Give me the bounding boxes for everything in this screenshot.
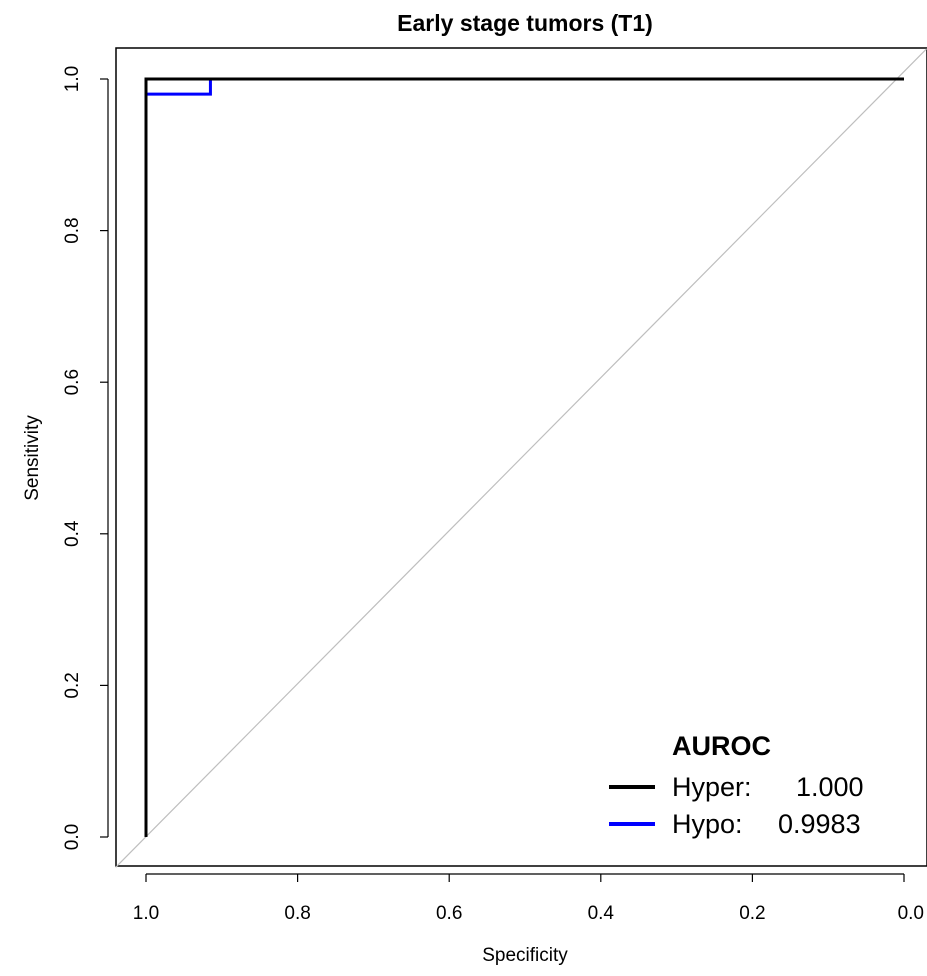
legend-label-hyper: Hyper: [672, 772, 752, 802]
y-tick-label: 0.0 [62, 824, 83, 850]
x-tick-label: 0.0 [898, 903, 924, 924]
y-tick-label: 0.4 [62, 520, 83, 547]
series-layer [144, 77, 904, 837]
legend-value-hypo: 0.9983 [778, 809, 861, 839]
y-axis: 0.0 0.2 0.4 0.6 0.8 1.0 [62, 66, 109, 850]
x-tick-label: 0.4 [588, 903, 615, 924]
legend-title: AUROC [672, 731, 771, 761]
y-tick-label: 0.2 [62, 672, 83, 698]
y-tick-label: 1.0 [62, 66, 83, 92]
legend-label-hypo: Hypo: [672, 809, 743, 839]
legend-value-hyper: 1.000 [796, 772, 864, 802]
y-tick-label: 0.8 [62, 217, 83, 243]
plot-area [115, 47, 927, 868]
x-tick-label: 0.6 [436, 903, 462, 924]
x-tick-label: 1.0 [133, 903, 159, 924]
x-tick-label: 0.8 [284, 903, 310, 924]
y-tick-label: 0.6 [62, 369, 83, 395]
x-tick-label: 0.2 [739, 903, 765, 924]
series-line-0 [144, 77, 904, 837]
x-axis: 1.0 0.8 0.6 0.4 0.2 0.0 [133, 873, 924, 924]
plot-frame [115, 47, 927, 867]
x-axis-title: Specificity [482, 945, 568, 966]
reference-diagonal [115, 48, 927, 868]
series-line-1 [146, 79, 212, 96]
legend: AUROC Hyper: 1.000 Hypo: 0.9983 [609, 731, 864, 839]
chart-title: Early stage tumors (T1) [397, 10, 653, 36]
y-axis-title: Sensitivity [22, 415, 43, 501]
